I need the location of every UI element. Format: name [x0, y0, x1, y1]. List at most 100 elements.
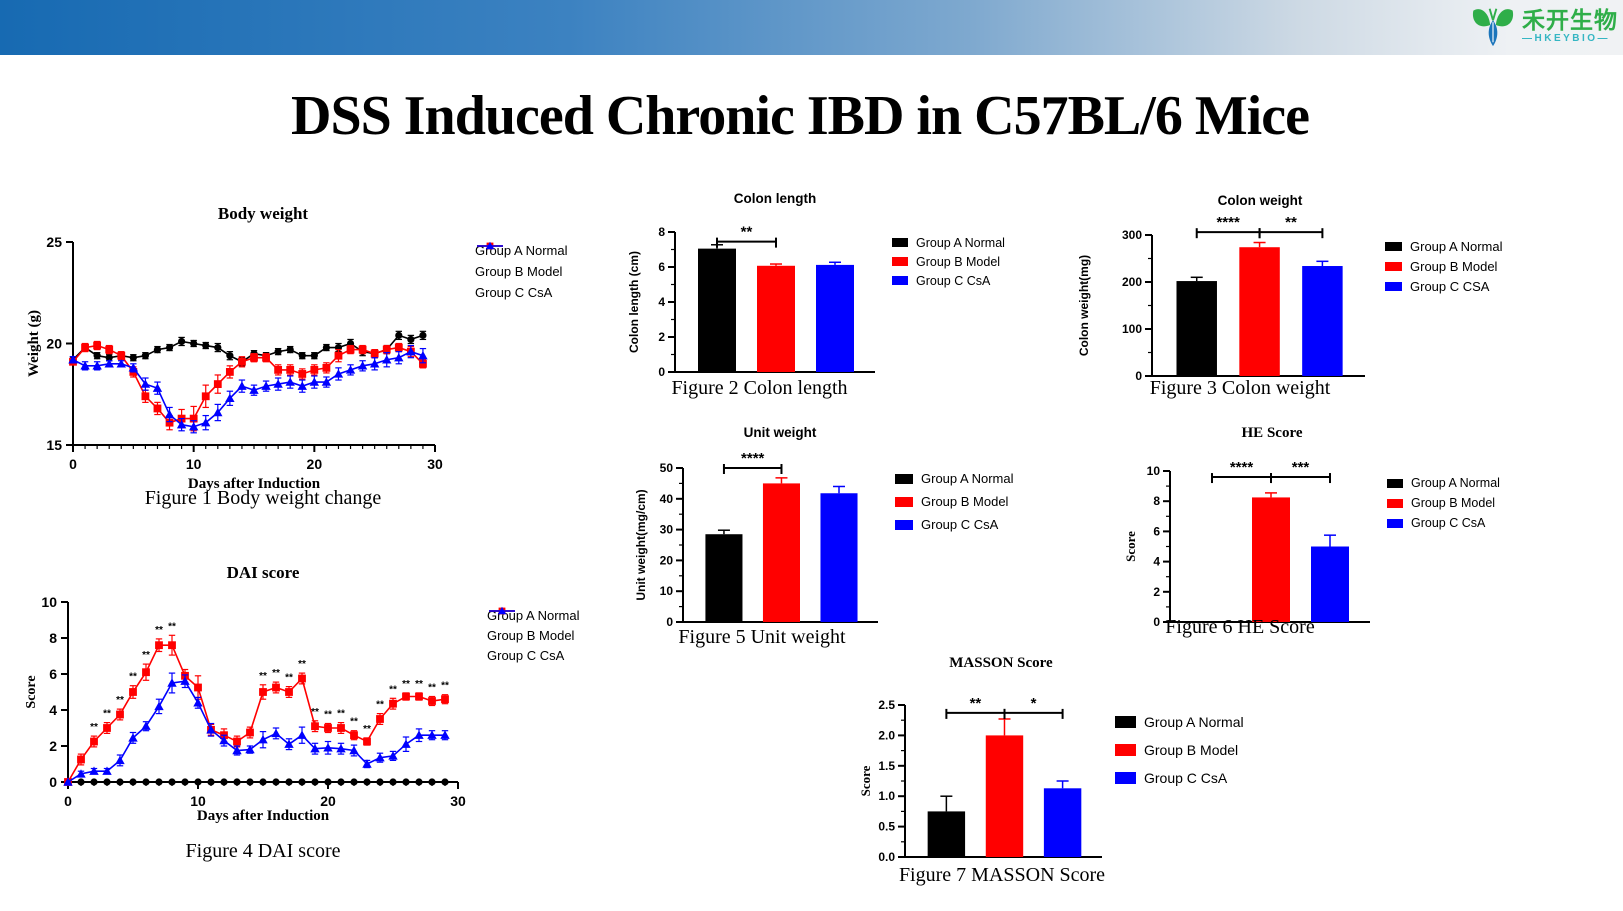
- legend-label: Group B Model: [1410, 258, 1498, 274]
- svg-text:**: **: [272, 668, 280, 679]
- legend-swatch: [1385, 241, 1402, 251]
- svg-text:8: 8: [658, 225, 665, 239]
- legend-swatch: [1387, 518, 1403, 528]
- svg-text:2.5: 2.5: [878, 698, 895, 712]
- svg-text:Days after Induction: Days after Induction: [188, 476, 321, 492]
- svg-text:**: **: [142, 650, 150, 661]
- svg-text:Unit weight(mg/cm): Unit weight(mg/cm): [634, 489, 648, 600]
- legend-swatch: [1385, 261, 1402, 271]
- figure-3-colon-weight-block: 0 100 200 300 Colon weight Colon weight(mg) **…: [1040, 186, 1550, 416]
- legend-entry: Group B Model: [895, 490, 1014, 513]
- figure-4-dai-score-block: 0 2 4 6 8 10 0 10 20 30 DAI score Score Days after I…: [20, 547, 680, 882]
- figure-5-unit-weight-block: 0 10 20 30 40 50 Unit weight Unit weight(mg/cm)…: [617, 410, 1037, 660]
- series-Group B Model: [64, 634, 449, 786]
- svg-text:0: 0: [1153, 615, 1160, 629]
- svg-text:**: **: [337, 709, 345, 720]
- legend-label: Group C CsA: [916, 273, 991, 288]
- bar-Group B Model: [985, 718, 1024, 857]
- svg-text:20: 20: [660, 553, 674, 567]
- legend-label: Group B Model: [921, 494, 1009, 509]
- axes: 0 2 4 6 8 10 0 10 20 30: [41, 594, 466, 809]
- figure-4-caption: Figure 4 DAI score: [185, 840, 341, 862]
- svg-text:0: 0: [658, 365, 665, 379]
- top-banner: [0, 0, 1623, 55]
- svg-text:4: 4: [49, 702, 57, 718]
- bar-Group B Model: [1252, 492, 1290, 622]
- legend-swatch: [892, 276, 908, 285]
- svg-text:200: 200: [1122, 275, 1142, 289]
- legend-label: Group A Normal: [921, 471, 1014, 486]
- legend-entry: Group A Normal: [1385, 236, 1503, 256]
- legend-label: Group C CSA: [1410, 278, 1490, 294]
- significance-bracket: ****: [1195, 214, 1261, 239]
- legend-entry: Group C CsA: [1115, 764, 1244, 792]
- svg-text:**: **: [324, 710, 332, 721]
- bar-Group C CsA: [1311, 534, 1349, 622]
- legend-label: Group C CsA: [487, 647, 565, 663]
- svg-text:10: 10: [41, 594, 57, 610]
- svg-text:**: **: [970, 695, 982, 712]
- bar-Group C CsA: [1043, 780, 1082, 857]
- svg-text:**: **: [415, 679, 423, 690]
- svg-text:***: ***: [1292, 459, 1310, 476]
- figure-2-caption: Figure 2 Colon length: [671, 377, 848, 399]
- legend-swatch: [1387, 478, 1403, 488]
- svg-text:10: 10: [186, 456, 202, 472]
- legend-label: Group C CsA: [475, 285, 553, 300]
- svg-text:Colon weight: Colon weight: [1218, 193, 1303, 208]
- legend-swatch: [895, 473, 913, 484]
- svg-text:50: 50: [660, 461, 674, 475]
- svg-text:1.0: 1.0: [878, 789, 895, 803]
- significance-bracket: ****: [722, 450, 783, 474]
- dai-score-line-chart: 0 2 4 6 8 10 0 10 20 30 DAI score Score Days after I…: [24, 563, 466, 824]
- legend-entry: Group C CsA: [475, 241, 568, 303]
- svg-text:40: 40: [660, 492, 674, 506]
- legend-label: Group B Model: [475, 264, 563, 279]
- bar-Group C CsA: [816, 261, 854, 372]
- logo-brand-en: —HKEYBIO—: [1522, 32, 1611, 44]
- svg-text:30: 30: [660, 523, 674, 537]
- svg-text:MASSON Score: MASSON Score: [949, 655, 1053, 671]
- svg-text:Colon weight(mg): Colon weight(mg): [1077, 255, 1091, 356]
- svg-text:**: **: [376, 700, 384, 711]
- legend-label: Group A Normal: [1410, 238, 1503, 254]
- svg-text:0.0: 0.0: [878, 850, 895, 864]
- svg-text:**: **: [168, 621, 176, 632]
- svg-text:2.0: 2.0: [878, 728, 895, 742]
- figure-3-caption: Figure 3 Colon weight: [1149, 377, 1331, 399]
- svg-text:0: 0: [1135, 369, 1142, 383]
- body-weight-legend: Group A Normal Group B Model Group C CsA: [475, 240, 568, 303]
- svg-text:****: ****: [741, 450, 765, 467]
- legend-entry: Group B Model: [1387, 493, 1500, 513]
- colon-length-legend: Group A Normal Group B Model Group C CsA: [892, 233, 1005, 290]
- legend-entry: Group C CSA: [1385, 276, 1503, 296]
- figure-5-caption: Figure 5 Unit weight: [678, 626, 846, 648]
- legend-swatch: [1115, 716, 1136, 728]
- colon-length-bar-chart: 0 2 4 6 8 Colon length Colon length (cm) **: [627, 191, 875, 379]
- svg-text:20: 20: [320, 793, 336, 809]
- legend-label: Group A Normal: [916, 235, 1005, 250]
- figure-6-caption: Figure 6 HE Score: [1165, 616, 1315, 638]
- svg-text:**: **: [259, 671, 267, 682]
- figure-2-colon-length-block: 0 2 4 6 8 Colon length Colon length (cm) ** Gro…: [617, 186, 1037, 416]
- legend-marker-triangle: [477, 241, 503, 250]
- dai-score-legend: Group A Normal Group B Model Group C CsA: [487, 605, 580, 665]
- svg-text:Body weight: Body weight: [218, 204, 309, 223]
- figure-7-masson-score-block: 0.0 0.5 1.0 1.5 2.0 2.5 MASSON Score Score ** * G…: [857, 642, 1287, 904]
- figure-1-caption: Figure 1 Body weight change: [144, 487, 382, 509]
- svg-text:100: 100: [1122, 322, 1142, 336]
- legend-entry: Group C CsA: [895, 513, 1014, 536]
- svg-text:**: **: [155, 625, 163, 636]
- bar-Group A Normal: [1176, 276, 1217, 376]
- legend-entry: Group B Model: [1115, 736, 1244, 764]
- svg-text:**: **: [90, 722, 98, 733]
- legend-entry: Group A Normal: [892, 233, 1005, 252]
- svg-text:**: **: [285, 673, 293, 684]
- svg-text:HE Score: HE Score: [1242, 425, 1303, 441]
- legend-label: Group B Model: [1411, 496, 1496, 510]
- unit-weight-legend: Group A Normal Group B Model Group C CsA: [895, 467, 1014, 536]
- legend-entry: Group A Normal: [895, 467, 1014, 490]
- axes: 15 20 25 0 10 20 30: [46, 234, 443, 472]
- svg-text:**: **: [116, 695, 124, 706]
